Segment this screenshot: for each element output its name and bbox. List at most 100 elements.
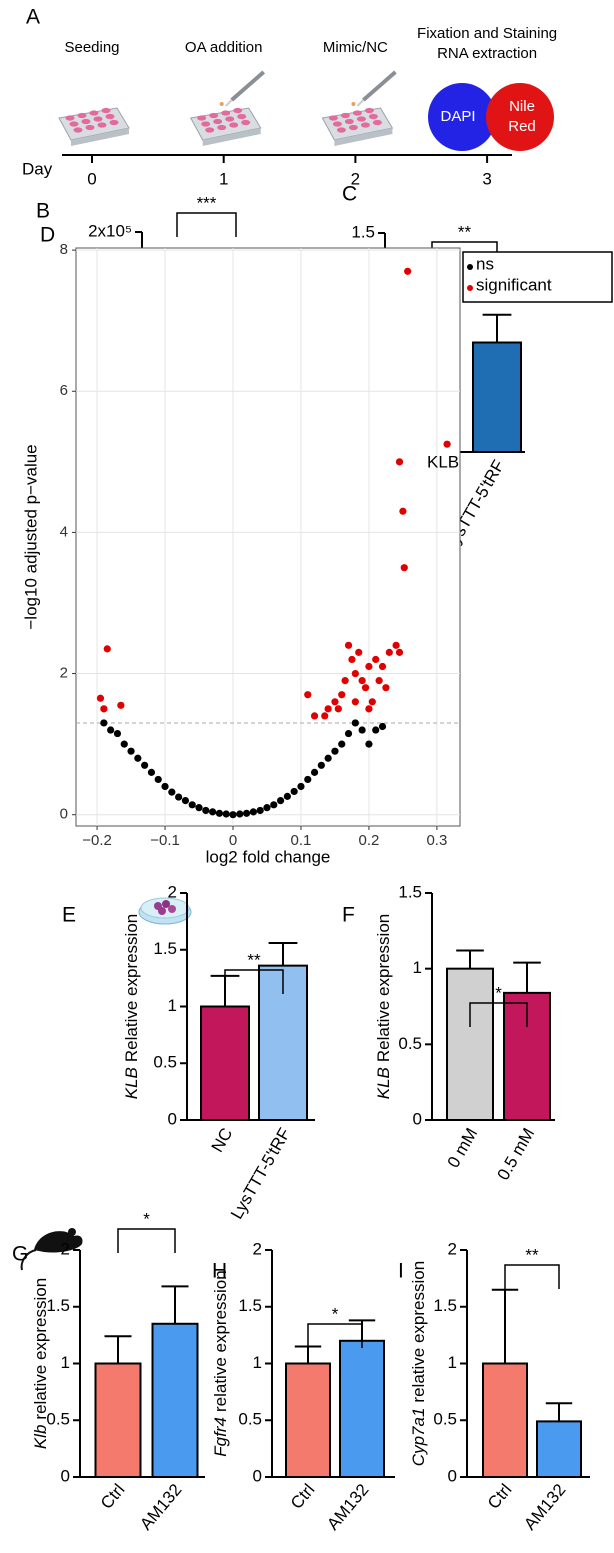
day-number: 1: [219, 169, 228, 188]
legend-marker: [467, 264, 473, 270]
day-number: 2: [351, 169, 360, 188]
label-text: Relative expression: [374, 914, 393, 1062]
x-tick-label: AM132: [136, 1480, 185, 1533]
plate-well: [69, 121, 79, 127]
y-tick-label: 1: [448, 1353, 457, 1372]
y-tick-label: 1.5: [153, 939, 177, 958]
x-tick-label: 0: [229, 832, 237, 849]
y-tick-label: 6: [60, 382, 68, 399]
significance-label: **: [458, 222, 472, 241]
point: [103, 645, 111, 653]
point: [351, 698, 359, 706]
y-tick-label: 1: [168, 996, 177, 1015]
panel-letter: I: [398, 1260, 404, 1283]
nile-label: Nile: [509, 98, 535, 115]
plate-well: [101, 107, 111, 114]
x-tick-label: 0.3: [426, 832, 447, 849]
plate-well: [105, 113, 115, 120]
plate-well: [237, 113, 247, 120]
point: [321, 712, 329, 720]
panel-letter: H: [212, 1260, 227, 1283]
point: [399, 507, 407, 515]
point: [209, 808, 217, 816]
step-label: Fixation and Staining: [417, 25, 557, 42]
point: [154, 775, 162, 784]
label-text: relative expression: [211, 1270, 230, 1412]
y-tick-label: 1: [413, 958, 422, 977]
y-tick-label: 0.5: [153, 1053, 177, 1072]
significance-label: *: [495, 983, 502, 1002]
point: [344, 641, 353, 649]
y-tick-label: 1.5: [398, 882, 422, 901]
point: [375, 677, 383, 685]
plate-well: [85, 124, 95, 131]
x-axis-label: log2 fold change: [206, 847, 331, 866]
point: [270, 801, 278, 809]
y-tick-label: 0: [253, 1466, 262, 1485]
point: [263, 804, 271, 812]
y-tick-label: 1.5: [46, 1296, 70, 1315]
point: [385, 648, 393, 656]
point: [365, 662, 373, 671]
legend-marker: [467, 285, 473, 291]
significance-bracket: [469, 1002, 528, 1027]
point: [341, 677, 349, 685]
bar: [446, 967, 494, 1122]
point: [338, 740, 346, 748]
y-tick-label: 0: [168, 1109, 177, 1128]
x-tick-label: 0.2: [358, 832, 379, 849]
point: [117, 701, 125, 709]
point: [400, 564, 408, 572]
gene-name: Klb: [31, 1425, 50, 1450]
day-number: 3: [482, 169, 491, 188]
y-tick-label: 0: [61, 1466, 70, 1485]
y-tick-label: 2: [448, 1239, 457, 1258]
x-tick-label: NC: [208, 1125, 237, 1156]
bar: [482, 1362, 528, 1478]
x-tick-label: LysTTT-5'tRF: [227, 1125, 294, 1223]
panel-letter: A: [26, 6, 40, 29]
plate-well: [73, 127, 83, 133]
x-tick-label: AM132: [520, 1480, 569, 1533]
plate-well: [352, 110, 362, 116]
y-tick-label: 2: [61, 1239, 70, 1258]
x-tick-label: AM132: [323, 1480, 372, 1533]
step-label: Mimic/NC: [323, 39, 388, 56]
point: [181, 796, 190, 805]
bar: [200, 1005, 250, 1121]
plate-well: [197, 115, 207, 121]
y-tick-label: 2x10⁵: [88, 221, 132, 240]
y-tick-label: 2: [253, 1239, 262, 1258]
point: [249, 808, 257, 816]
point: [256, 806, 264, 815]
y-axis-label: KLB Relative expression: [374, 914, 393, 1100]
y-tick-label: 0.5: [238, 1410, 262, 1429]
point: [229, 811, 237, 819]
panel-letter: E: [62, 904, 76, 927]
plate-well: [225, 116, 235, 122]
plate-icon: [189, 70, 266, 146]
plate-well: [229, 122, 239, 128]
plate-well: [109, 119, 119, 126]
pipette-tip: [356, 99, 365, 107]
plate-well: [77, 112, 87, 119]
plate-well: [332, 121, 342, 127]
plate-well: [372, 119, 382, 126]
plate-well: [205, 127, 215, 133]
legend-label: significant: [476, 275, 552, 294]
point: [202, 806, 210, 815]
plate-well: [209, 112, 219, 119]
plate-icon: [321, 70, 397, 146]
bar: [151, 1322, 199, 1479]
panel-letter: F: [342, 904, 355, 927]
plate-well: [336, 127, 346, 133]
y-axis-label: Klb relative expression: [31, 1278, 50, 1449]
y-tick-label: 1: [61, 1353, 70, 1372]
step-label: OA addition: [185, 39, 263, 56]
droplet: [219, 102, 224, 106]
plate-well: [217, 124, 227, 131]
y-tick-label: 0.5: [398, 1034, 422, 1053]
significance-label: **: [247, 950, 261, 969]
significance-bracket: [504, 1264, 560, 1289]
bar: [536, 1420, 582, 1479]
